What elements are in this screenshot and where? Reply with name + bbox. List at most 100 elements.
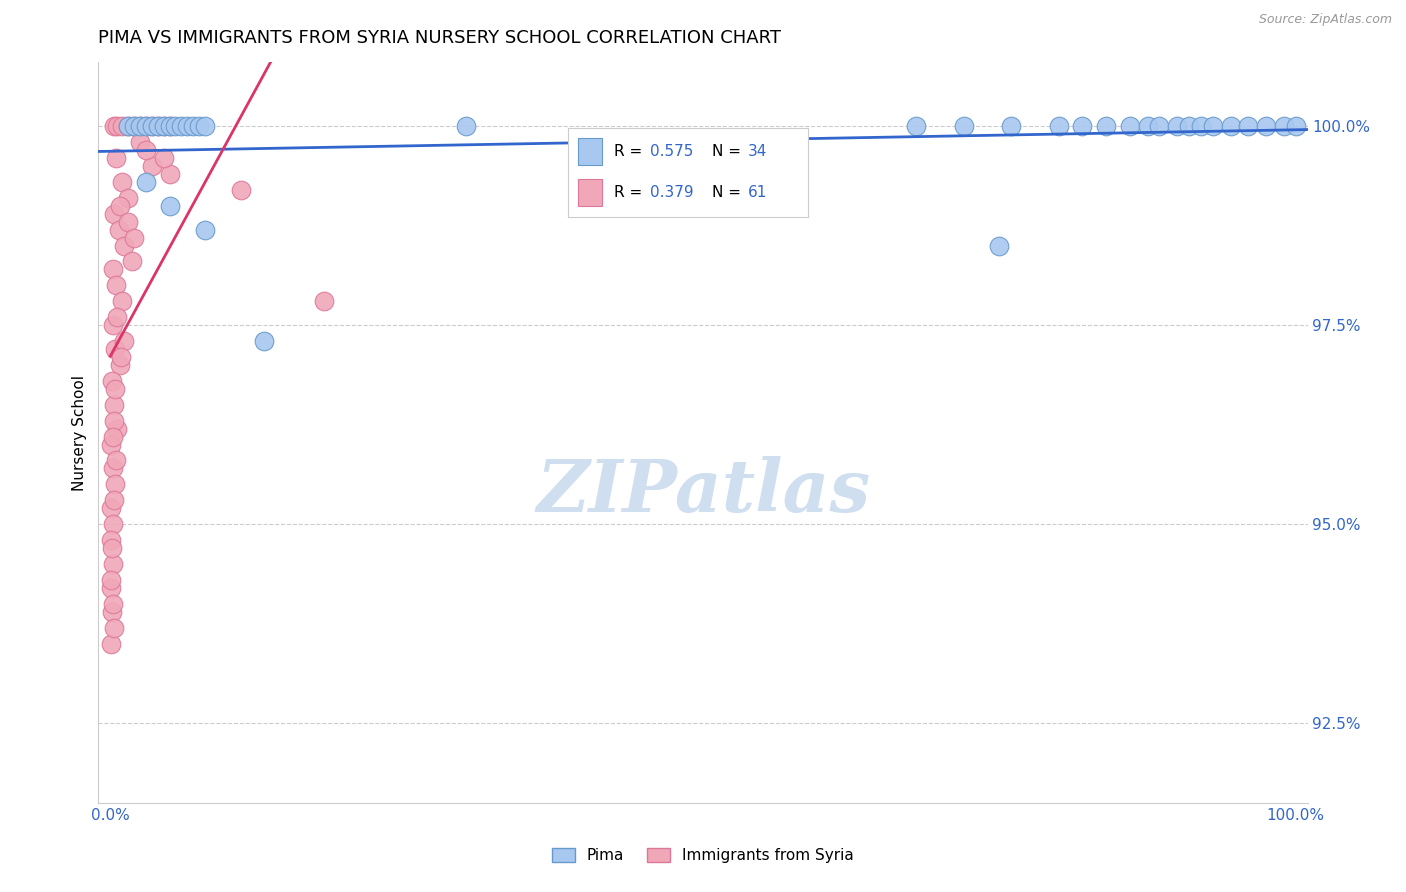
Text: R =: R = [613, 186, 641, 201]
Text: R =: R = [613, 145, 641, 160]
Point [110, 350, 132, 364]
Point [1219, 119, 1241, 133]
Point [152, 119, 174, 133]
Point [152, 119, 174, 133]
Point [100, 573, 122, 587]
Point [111, 119, 134, 133]
Point [122, 119, 145, 133]
Point [101, 429, 124, 443]
Point [253, 334, 276, 348]
Point [1047, 119, 1070, 133]
Point [1178, 119, 1201, 133]
Point [100, 501, 122, 516]
Point [100, 437, 122, 451]
Point [111, 294, 134, 309]
Point [105, 119, 128, 133]
Point [1272, 119, 1295, 133]
Point [1095, 119, 1118, 133]
Legend: Pima, Immigrants from Syria: Pima, Immigrants from Syria [546, 842, 860, 870]
Point [108, 199, 131, 213]
Point [103, 621, 125, 635]
Point [1149, 119, 1171, 133]
Point [117, 119, 139, 133]
Text: 0.379: 0.379 [650, 186, 693, 201]
Point [104, 477, 127, 491]
Point [454, 119, 477, 133]
Point [159, 119, 181, 133]
Point [905, 119, 928, 133]
Point [181, 119, 204, 133]
Text: 34: 34 [748, 145, 768, 160]
Bar [578, 138, 602, 165]
Point [135, 175, 157, 189]
Point [103, 398, 125, 412]
Point [101, 605, 124, 619]
Point [101, 318, 124, 333]
Point [152, 151, 174, 165]
Point [105, 310, 128, 325]
Y-axis label: Nursery School: Nursery School [72, 375, 87, 491]
Point [108, 358, 131, 372]
Text: Source: ZipAtlas.com: Source: ZipAtlas.com [1258, 13, 1392, 27]
Point [111, 175, 134, 189]
Point [104, 342, 127, 356]
Point [103, 414, 125, 428]
Point [170, 119, 193, 133]
Text: ZIPatlas: ZIPatlas [536, 457, 870, 527]
Point [1119, 119, 1142, 133]
Point [1136, 119, 1159, 133]
Point [105, 422, 128, 436]
Point [101, 461, 124, 475]
Point [117, 214, 139, 228]
Point [117, 191, 139, 205]
Point [100, 533, 122, 547]
Point [101, 557, 124, 571]
Text: N =: N = [711, 145, 741, 160]
Point [105, 151, 128, 165]
Text: PIMA VS IMMIGRANTS FROM SYRIA NURSERY SCHOOL CORRELATION CHART: PIMA VS IMMIGRANTS FROM SYRIA NURSERY SC… [98, 29, 782, 47]
Point [121, 254, 143, 268]
Point [146, 119, 169, 133]
Point [988, 238, 1011, 252]
Point [1254, 119, 1277, 133]
Point [104, 382, 127, 396]
Point [1000, 119, 1022, 133]
Point [1237, 119, 1260, 133]
Point [100, 581, 122, 595]
Point [1202, 119, 1225, 133]
Point [229, 183, 252, 197]
Point [101, 597, 124, 611]
Point [952, 119, 974, 133]
Text: 61: 61 [748, 186, 768, 201]
Point [105, 278, 128, 293]
Point [101, 374, 124, 388]
Point [146, 119, 169, 133]
Text: N =: N = [711, 186, 741, 201]
Point [312, 294, 335, 309]
Point [103, 493, 125, 508]
Point [141, 119, 163, 133]
Point [103, 119, 125, 133]
Point [194, 119, 217, 133]
Point [1285, 119, 1308, 133]
Text: 0.575: 0.575 [650, 145, 693, 160]
Bar [578, 179, 602, 206]
Point [141, 119, 163, 133]
Point [117, 119, 139, 133]
Point [103, 517, 125, 532]
Point [194, 222, 217, 236]
Point [135, 119, 157, 133]
Point [101, 262, 124, 277]
Point [165, 119, 187, 133]
Point [129, 119, 152, 133]
Point [159, 167, 181, 181]
Point [114, 334, 136, 348]
Point [188, 119, 211, 133]
Point [129, 135, 152, 149]
Point [159, 119, 181, 133]
Point [135, 119, 157, 133]
Point [1166, 119, 1188, 133]
Point [105, 453, 128, 467]
Point [114, 238, 136, 252]
Point [107, 222, 129, 236]
